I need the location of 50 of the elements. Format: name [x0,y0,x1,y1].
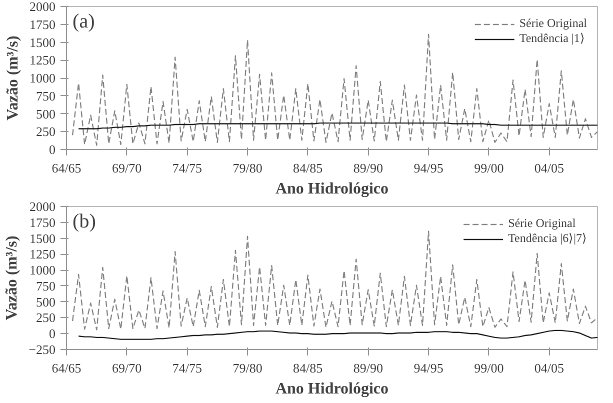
legend-label: Tendência |6⟩|7⟩ [508,231,587,246]
x-tick-label: 64/65 [52,160,82,176]
x-tick-label: 79/80 [232,360,262,376]
line-series [78,330,598,340]
annotation: (a) [72,10,95,32]
annotation: (b) [72,210,96,232]
y-tick-label: 0 [49,326,56,342]
x-axis-title: Ano Hidrológico [275,180,389,198]
y-axis-title: Vazão (m³/s) [4,236,21,320]
y-tick-label: 0 [49,142,56,157]
y-tick-label: 1500 [30,230,56,246]
x-tick-label: 89/90 [353,160,384,176]
x-tick-label: 69/70 [112,360,142,376]
y-tick-label: 500 [36,106,56,122]
x-tick-label: 99/00 [474,360,504,376]
y-tick-label: 1000 [30,262,56,278]
x-tick-label: 99/00 [474,160,504,176]
x-axis-title: Ano Hidrológico [275,380,389,398]
y-tick-label: 1750 [30,214,56,230]
x-tick-label: 84/85 [293,360,323,376]
y-tick-label: 1750 [30,16,56,32]
y-tick-label: 1000 [30,70,56,86]
y-tick-label: 1500 [30,34,56,50]
x-tick-label: 79/80 [232,160,262,176]
x-tick-label: 69/70 [112,160,142,176]
legend-label: Tendência |1⟩ [519,31,585,46]
line-series [72,230,598,330]
y-tick-label: 2000 [30,0,56,14]
legend-label: Série Original [519,16,587,31]
x-tick-label: 74/75 [172,160,202,176]
y-tick-label: 1250 [30,246,56,262]
y-tick-label: 1250 [30,52,56,68]
y-tick-label: 2000 [30,199,56,214]
y-tick-label: 750 [36,88,56,104]
y-tick-label: 750 [36,278,56,294]
x-tick-label: 04/05 [534,160,564,176]
y-tick-label: 250 [36,310,56,326]
y-tick-label: 250 [36,124,56,140]
line-series [72,34,598,146]
y-axis-title: Vazão (m³/s) [4,36,22,120]
x-tick-label: 74/75 [172,360,202,376]
x-tick-label: 84/85 [293,160,323,176]
y-tick-label: 500 [36,294,56,310]
y-tick-label: −250 [28,342,56,357]
x-tick-label: 89/90 [353,360,384,376]
legend-label: Série Original [508,216,576,231]
x-tick-label: 64/65 [52,360,82,376]
x-tick-label: 04/05 [534,360,564,376]
x-tick-label: 94/95 [414,360,444,376]
x-tick-label: 94/95 [414,160,444,176]
